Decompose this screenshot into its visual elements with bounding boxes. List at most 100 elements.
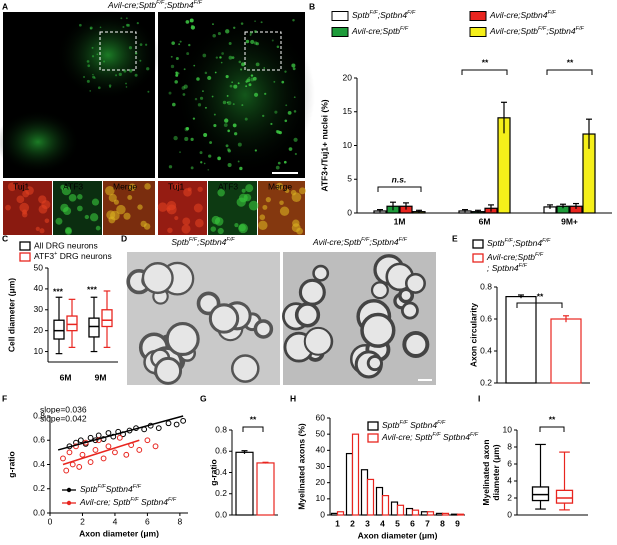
cell-dot — [225, 75, 229, 79]
legend-label-part: F/F — [470, 432, 479, 438]
cell-dot — [181, 86, 186, 90]
cell-dot — [226, 101, 229, 104]
cell-dot — [7, 182, 17, 192]
point — [66, 449, 73, 456]
cell-dot — [95, 225, 101, 231]
legend-label-part: F/F — [437, 420, 446, 426]
cell-dot — [175, 57, 179, 61]
x-tick-label: 1 — [335, 518, 340, 528]
point — [92, 447, 99, 453]
axon-profile — [400, 301, 419, 320]
panel-letter: C — [2, 233, 8, 243]
cell-dot — [170, 55, 173, 58]
cell-dot — [228, 42, 232, 45]
cell-dot — [115, 74, 118, 77]
y-tick-label: 0.8 — [215, 424, 227, 434]
axon-profile — [294, 302, 321, 328]
cell-dot — [145, 43, 148, 46]
x-tick-label: 8 — [440, 518, 445, 528]
cell-dot — [207, 75, 212, 81]
y-axis-label-part: Myelinated axon — [481, 439, 491, 505]
cell-dot — [276, 45, 280, 49]
axon-profile — [230, 354, 260, 383]
y-tick-label: 20 — [343, 72, 353, 82]
cell-dot — [193, 64, 196, 67]
cell-dot — [19, 202, 30, 213]
age-label: 9M — [163, 15, 175, 25]
point — [77, 437, 84, 444]
cell-dot — [223, 123, 228, 127]
panel-header-part: ;Sptbn4 — [197, 237, 227, 247]
x-tick-label: 3 — [365, 518, 370, 528]
legend-swatch — [472, 239, 484, 249]
cell-dot — [146, 67, 150, 71]
cell-dot — [260, 21, 263, 24]
cell-dot — [211, 95, 214, 98]
legend-label-part: F/F — [130, 497, 139, 503]
y-tick-label: 0.4 — [215, 467, 227, 477]
significance-label: ** — [549, 414, 556, 424]
cell-dot — [199, 96, 204, 100]
point — [100, 455, 107, 462]
cell-dot — [285, 104, 288, 107]
cell-dot — [122, 25, 125, 29]
legend-label-part: F/F — [370, 10, 379, 16]
cell-dot — [87, 64, 91, 68]
legend-swatch — [331, 27, 349, 37]
legend-label-part: F/F — [168, 497, 177, 503]
cell-dot — [182, 217, 191, 226]
panel-header-part: Avil-cre;Sptb — [312, 237, 361, 247]
cell-dot — [279, 206, 290, 216]
point — [63, 467, 70, 474]
panel-title-part: F/F — [194, 0, 203, 6]
legend-label-part: Avil-cre; Sptb — [381, 432, 433, 442]
y-tick-label: 15 — [343, 106, 353, 116]
cell-dot — [276, 130, 281, 134]
x-tick-label: 9M+ — [561, 216, 578, 226]
cell-dot — [134, 73, 138, 77]
cell-dot — [227, 129, 230, 133]
cell-dot — [284, 70, 287, 73]
cell-dot — [199, 151, 203, 155]
cell-dot — [89, 213, 99, 222]
legend-label-part: Avil-cre;Sptb — [486, 252, 535, 262]
stain-label: Tuj1 — [168, 181, 184, 191]
cell-dot — [212, 33, 216, 38]
cell-dot — [229, 84, 233, 88]
cell-dot — [179, 40, 182, 43]
bar — [550, 318, 582, 384]
cell-dot — [166, 204, 177, 215]
axon-profile — [370, 281, 389, 300]
cell-dot — [292, 219, 300, 227]
cell-dot — [255, 62, 260, 67]
cell-dot — [108, 193, 117, 202]
cell-dot — [144, 183, 151, 190]
legend-label-part: Sptbn4 — [139, 497, 169, 507]
x-axis-label: Axon diameter (μm) — [79, 528, 159, 538]
cell-dot — [190, 166, 194, 170]
significance-bracket — [461, 69, 508, 75]
panel-header: Avil-cre;SptbF/F;Sptbn4F/F — [312, 237, 408, 247]
cell-dot — [79, 23, 82, 27]
cell-dot — [279, 200, 284, 206]
cell-dot — [258, 220, 268, 231]
cell-dot — [118, 72, 122, 76]
cell-dot — [217, 156, 221, 161]
cell-dot — [240, 22, 244, 25]
y-tick-label: 4 — [507, 475, 512, 485]
cell-dot — [226, 95, 229, 97]
cell-dot — [39, 228, 45, 234]
legend-label-part: Avil-cre;Sptb — [351, 26, 400, 36]
cell-dot — [183, 84, 188, 89]
legend-label-part: F/F — [400, 420, 409, 426]
cell-dot — [68, 193, 77, 202]
y-tick-label: 0 — [507, 509, 512, 519]
bar — [390, 501, 399, 516]
cell-dot — [187, 187, 192, 192]
legend-label: Avil-cre;SptbF/F — [351, 26, 409, 36]
cell-dot — [83, 75, 86, 78]
y-tick-label: 20 — [34, 325, 44, 335]
legend-label: SptbF/F;Sptbn4F/F — [352, 10, 416, 20]
box — [88, 317, 100, 338]
cell-dot — [44, 218, 50, 224]
